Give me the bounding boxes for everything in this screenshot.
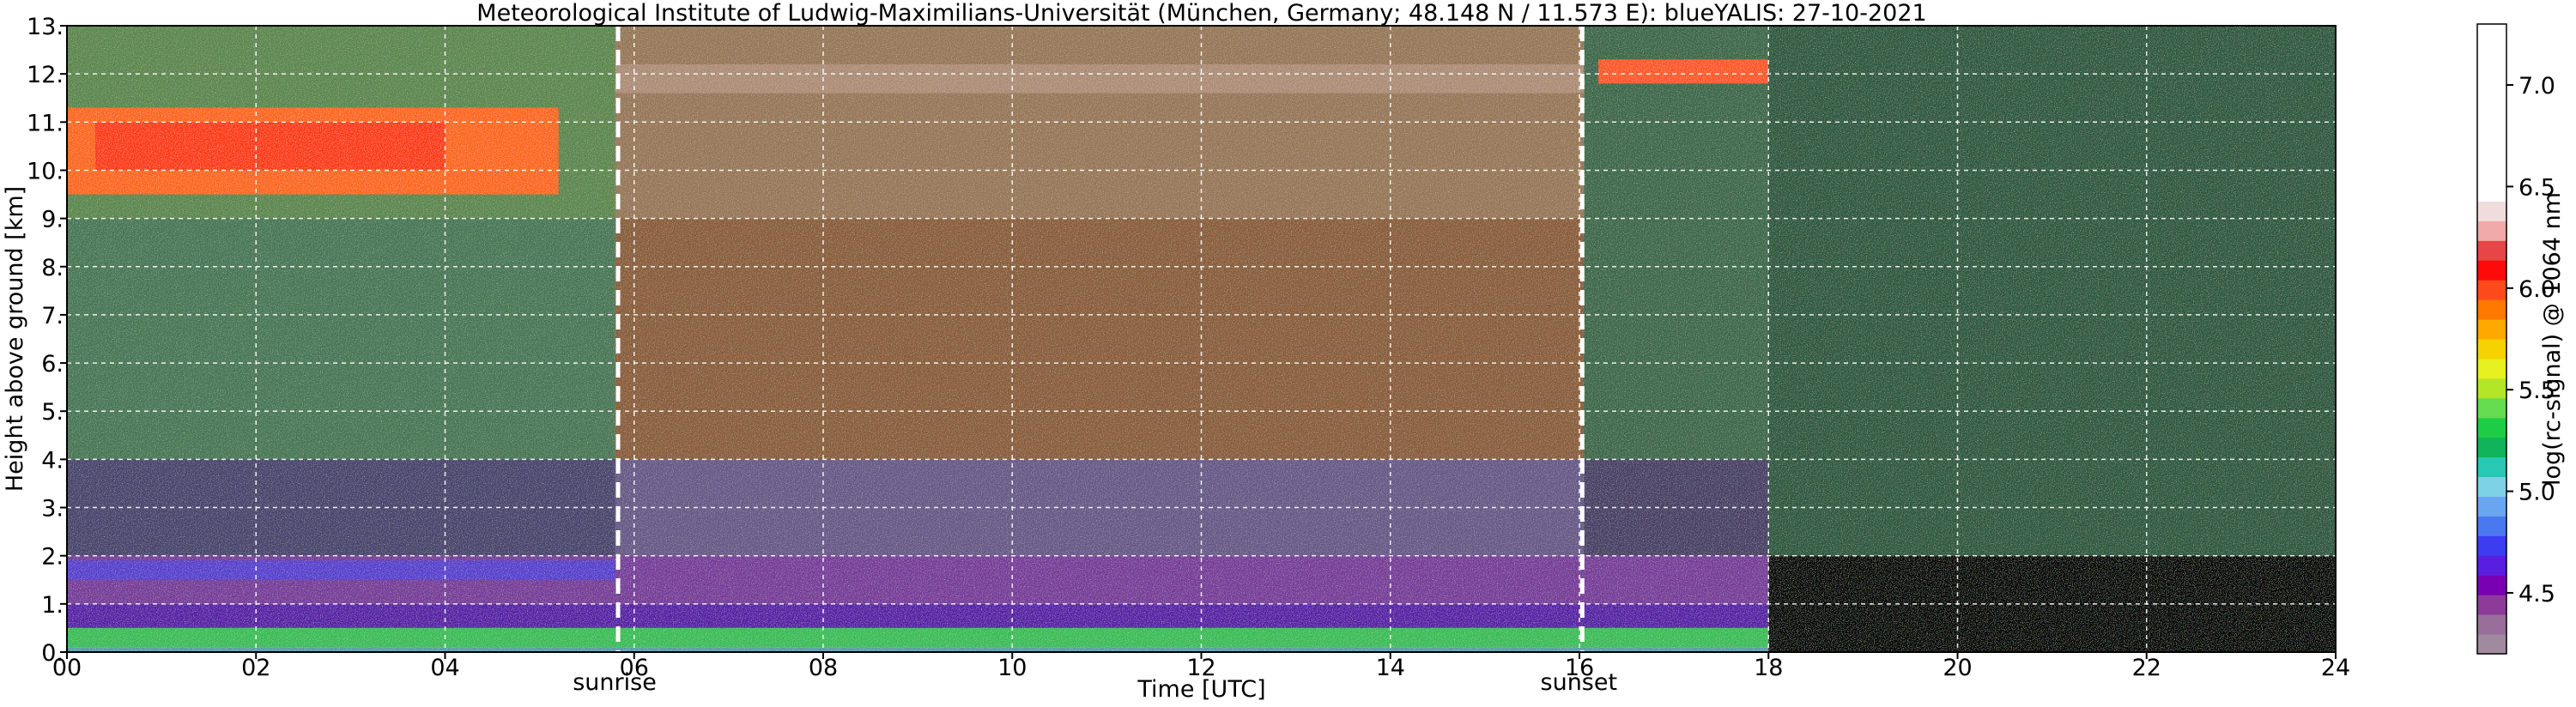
region-residual-layer-top [67, 560, 615, 580]
region-mid-noise-day [615, 218, 1585, 460]
x-tick-label: 22 [2132, 655, 2161, 681]
y-tick-label: 2. [41, 544, 64, 571]
colorbar-tick-label: 6.0 [2518, 276, 2555, 303]
region-boundary-layer [67, 603, 1769, 628]
y-tick-label: 1. [41, 592, 64, 619]
region-thin-cirrus-day [615, 63, 1585, 94]
region-cirrus-streak [1598, 59, 1769, 84]
colorbar-bin [2477, 516, 2506, 536]
marker-label-sunrise: sunrise [573, 669, 657, 696]
colorbar-bin [2477, 319, 2506, 340]
chart-title: Meteorological Institute of Ludwig-Maxim… [476, 0, 1926, 27]
sun-markers: sunrise sunset [573, 26, 1617, 696]
x-tick-label: 14 [1376, 655, 1405, 681]
y-tick-label: 4. [41, 447, 64, 474]
colorbar-bin [2477, 634, 2506, 655]
colorbar-tick-label: 7.0 [2518, 73, 2555, 100]
colorbar-bin [2477, 555, 2506, 576]
y-tick-label: 5. [41, 399, 64, 426]
x-tick-label: 24 [2321, 655, 2350, 681]
marker-label-sunset: sunset [1541, 669, 1618, 696]
x-tick-label: 10 [997, 655, 1027, 681]
colorbar: 4.5 5.0 5.5 6.0 6.5 7.0 [2476, 23, 2555, 655]
colorbar-tick-label: 4.5 [2518, 581, 2555, 607]
region-weak-signal-after-18 [1768, 26, 2336, 556]
x-tick-label: 20 [1943, 655, 1972, 681]
x-tick-label: 18 [1754, 655, 1783, 681]
colorbar-bin [2477, 260, 2506, 281]
y-tick-label: 0. [41, 640, 64, 667]
colorbar-bin [2477, 339, 2506, 360]
colorbar-bin [2477, 476, 2506, 497]
colorbar-bin [2477, 614, 2506, 635]
y-tick-label: 9. [41, 207, 64, 233]
y-tick-label: 11. [27, 110, 64, 136]
x-tick-label: 02 [241, 655, 270, 681]
y-axis-label: Height above ground [km] [2, 186, 28, 492]
colorbar-bin [2477, 456, 2506, 478]
colorbar-label: log(rc-signal) @ 1064 nm [2539, 192, 2566, 486]
colorbar-tick-label: 5.5 [2518, 378, 2555, 404]
colorbar-bin [2477, 378, 2506, 399]
colorbar-bin [2477, 240, 2506, 261]
y-tick-label: 13. [27, 14, 64, 40]
y-tick-label: 3. [41, 496, 64, 523]
y-tick-label: 6. [41, 351, 64, 378]
colorbar-frame [2476, 23, 2507, 655]
x-tick-label: 16 [1565, 655, 1594, 681]
colorbar-bin [2477, 358, 2506, 379]
grid [67, 26, 2336, 652]
x-tick-label: 00 [52, 655, 82, 681]
colorbar-bin [2477, 575, 2506, 595]
region-cirrus-layer-core [95, 122, 445, 171]
region-surface [67, 647, 1769, 652]
colorbar-bin [2477, 280, 2506, 300]
colorbar-bin [2477, 417, 2506, 438]
colorbar-bin [2477, 24, 2506, 202]
y-tick-label: 7. [41, 303, 64, 329]
x-tick-label: 06 [620, 655, 649, 681]
y-tick-label: 10. [27, 158, 64, 184]
x-tick-label: 08 [809, 655, 838, 681]
colorbar-bin [2477, 299, 2506, 320]
y-axis: 0. 1. 2. 3. 4. 5. 6. 7. 8. 9. 10. 11. 12. 13. [27, 14, 67, 667]
colorbar-bin [2477, 496, 2506, 517]
x-tick-label: 12 [1186, 655, 1215, 681]
x-tick-label: 04 [430, 655, 459, 681]
colorbar-bin [2477, 535, 2506, 556]
x-axis: 00 02 04 06 08 10 12 14 16 18 20 22 24 [52, 652, 2350, 681]
colorbar-bin [2477, 201, 2506, 221]
colorbar-tick-label: 6.5 [2518, 174, 2555, 201]
region-near-surface-aerosol [67, 627, 1769, 648]
colorbar-tick-label: 5.0 [2518, 480, 2555, 506]
y-tick-label: 12. [27, 62, 64, 88]
y-tick-label: 8. [41, 255, 64, 281]
colorbar-bin [2477, 437, 2506, 458]
x-axis-label: Time [UTC] [1136, 676, 1265, 703]
colorbar-bin [2477, 397, 2506, 419]
colorbar-bin [2477, 595, 2506, 615]
colorbar-bin [2477, 221, 2506, 241]
